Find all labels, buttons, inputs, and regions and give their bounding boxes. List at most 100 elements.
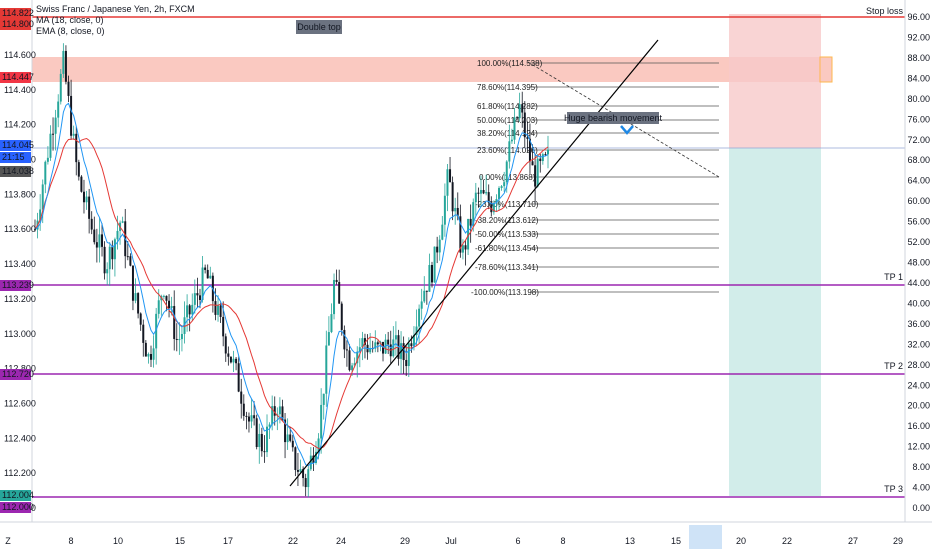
candle-body bbox=[534, 165, 537, 187]
candle-body bbox=[103, 246, 106, 274]
bearish-label: Huge bearish movement bbox=[564, 113, 663, 123]
candle-body bbox=[369, 348, 372, 353]
ma-18-line bbox=[34, 137, 549, 450]
ema-legend[interactable]: EMA (8, close, 0) bbox=[36, 26, 105, 36]
x-axis-tick: 27 bbox=[848, 536, 858, 546]
candle-body bbox=[198, 295, 201, 300]
candle-body bbox=[353, 363, 356, 366]
right-axis-tick: 20.00 bbox=[907, 401, 930, 411]
right-axis-tick: 0.00 bbox=[912, 503, 930, 513]
price-tag-bg bbox=[0, 166, 31, 177]
symbol-title[interactable]: Swiss Franc / Japanese Yen, 2h, FXCM bbox=[36, 4, 195, 14]
x-axis-tick: 8 bbox=[560, 536, 565, 546]
candle-body bbox=[64, 50, 67, 82]
candle-body bbox=[505, 161, 508, 183]
candle-body bbox=[155, 313, 158, 349]
price-tag-bg bbox=[0, 140, 31, 151]
candle-body bbox=[242, 403, 245, 416]
candle-body bbox=[126, 256, 129, 258]
candle-body bbox=[258, 433, 261, 447]
left-axis-tick: 113.000 bbox=[4, 329, 36, 339]
right-axis-tick: 96.00 bbox=[907, 12, 930, 22]
fib-level-label: 78.60%(114.395) bbox=[477, 83, 538, 92]
candle-body bbox=[116, 230, 119, 240]
candle-body bbox=[281, 406, 284, 420]
candle-body bbox=[175, 338, 178, 340]
candle-body bbox=[260, 433, 263, 452]
resistance-zone bbox=[32, 57, 832, 82]
candle-body bbox=[98, 234, 101, 248]
x-axis-tick: 8 bbox=[68, 536, 73, 546]
candle-body bbox=[229, 356, 232, 363]
price-tag-bg bbox=[0, 280, 31, 291]
x-axis-tick: 13 bbox=[625, 536, 635, 546]
right-axis-tick: 72.00 bbox=[907, 135, 930, 145]
candle-body bbox=[521, 104, 524, 113]
right-axis-tick: 4.00 bbox=[912, 483, 930, 493]
candle-body bbox=[286, 434, 289, 443]
candle-body bbox=[178, 339, 181, 341]
candle-body bbox=[253, 415, 256, 419]
price-tag-label: 114.822 bbox=[2, 8, 34, 18]
candle-body bbox=[418, 308, 421, 327]
candle-body bbox=[113, 239, 116, 260]
candle-body bbox=[170, 306, 173, 309]
candle-body bbox=[441, 224, 444, 240]
candle-body bbox=[307, 469, 310, 488]
candle-body bbox=[415, 326, 418, 336]
candle-body bbox=[147, 353, 150, 357]
candle-body bbox=[333, 279, 336, 315]
ema-8-line bbox=[34, 102, 549, 467]
right-axis-tick: 28.00 bbox=[907, 360, 930, 370]
candle-body bbox=[245, 415, 248, 417]
right-axis-tick: 44.00 bbox=[907, 278, 930, 288]
candle-body bbox=[345, 349, 348, 351]
candle-body bbox=[539, 158, 542, 162]
left-axis-tick: 112.400 bbox=[4, 433, 36, 443]
right-axis-tick: 88.00 bbox=[907, 53, 930, 63]
candle-body bbox=[85, 196, 88, 203]
right-axis-tick: 32.00 bbox=[907, 339, 930, 349]
candle-body bbox=[57, 101, 60, 118]
candle-body bbox=[485, 192, 488, 194]
left-axis-tick: 112.200 bbox=[4, 468, 36, 478]
candle-body bbox=[165, 295, 168, 301]
double-top-box bbox=[296, 20, 342, 34]
candle-body bbox=[433, 246, 436, 283]
left-axis-tick: 114.400 bbox=[4, 85, 36, 95]
candle-body bbox=[263, 451, 266, 453]
candle-body bbox=[541, 154, 544, 162]
candle-body bbox=[237, 363, 240, 392]
fib-level-label: 50.00%(114.203) bbox=[477, 116, 538, 125]
candle-body bbox=[34, 229, 36, 231]
candle-body bbox=[425, 290, 428, 292]
candle-body bbox=[464, 245, 467, 250]
candle-body bbox=[430, 265, 433, 283]
tp3-label: TP 3 bbox=[884, 484, 903, 494]
candle-body bbox=[526, 137, 529, 139]
candle-body bbox=[322, 393, 325, 405]
candle-body bbox=[500, 186, 503, 188]
resistance-zone-border bbox=[819, 56, 833, 83]
candle-body bbox=[180, 333, 183, 340]
candle-body bbox=[461, 245, 464, 253]
candle-body bbox=[193, 293, 196, 305]
candle-body bbox=[54, 117, 57, 134]
price-tag-label: 114.045 bbox=[2, 140, 34, 150]
candle-body bbox=[41, 184, 44, 210]
candle-body bbox=[271, 406, 274, 425]
candle-body bbox=[503, 182, 506, 187]
fib-level-label: -23.60%(113.710) bbox=[475, 200, 539, 209]
candle-body bbox=[327, 332, 330, 346]
candle-body bbox=[273, 406, 276, 416]
corner-label: Z bbox=[5, 536, 11, 546]
price-tag-bg bbox=[0, 8, 31, 19]
ma-legend[interactable]: MA (18, close, 0) bbox=[36, 15, 104, 25]
x-axis-tick: 24 bbox=[336, 536, 346, 546]
candle-body bbox=[206, 269, 209, 279]
candle-body bbox=[59, 73, 62, 102]
candle-body bbox=[266, 426, 269, 453]
candle-body bbox=[412, 335, 415, 347]
candle-body bbox=[209, 275, 212, 279]
